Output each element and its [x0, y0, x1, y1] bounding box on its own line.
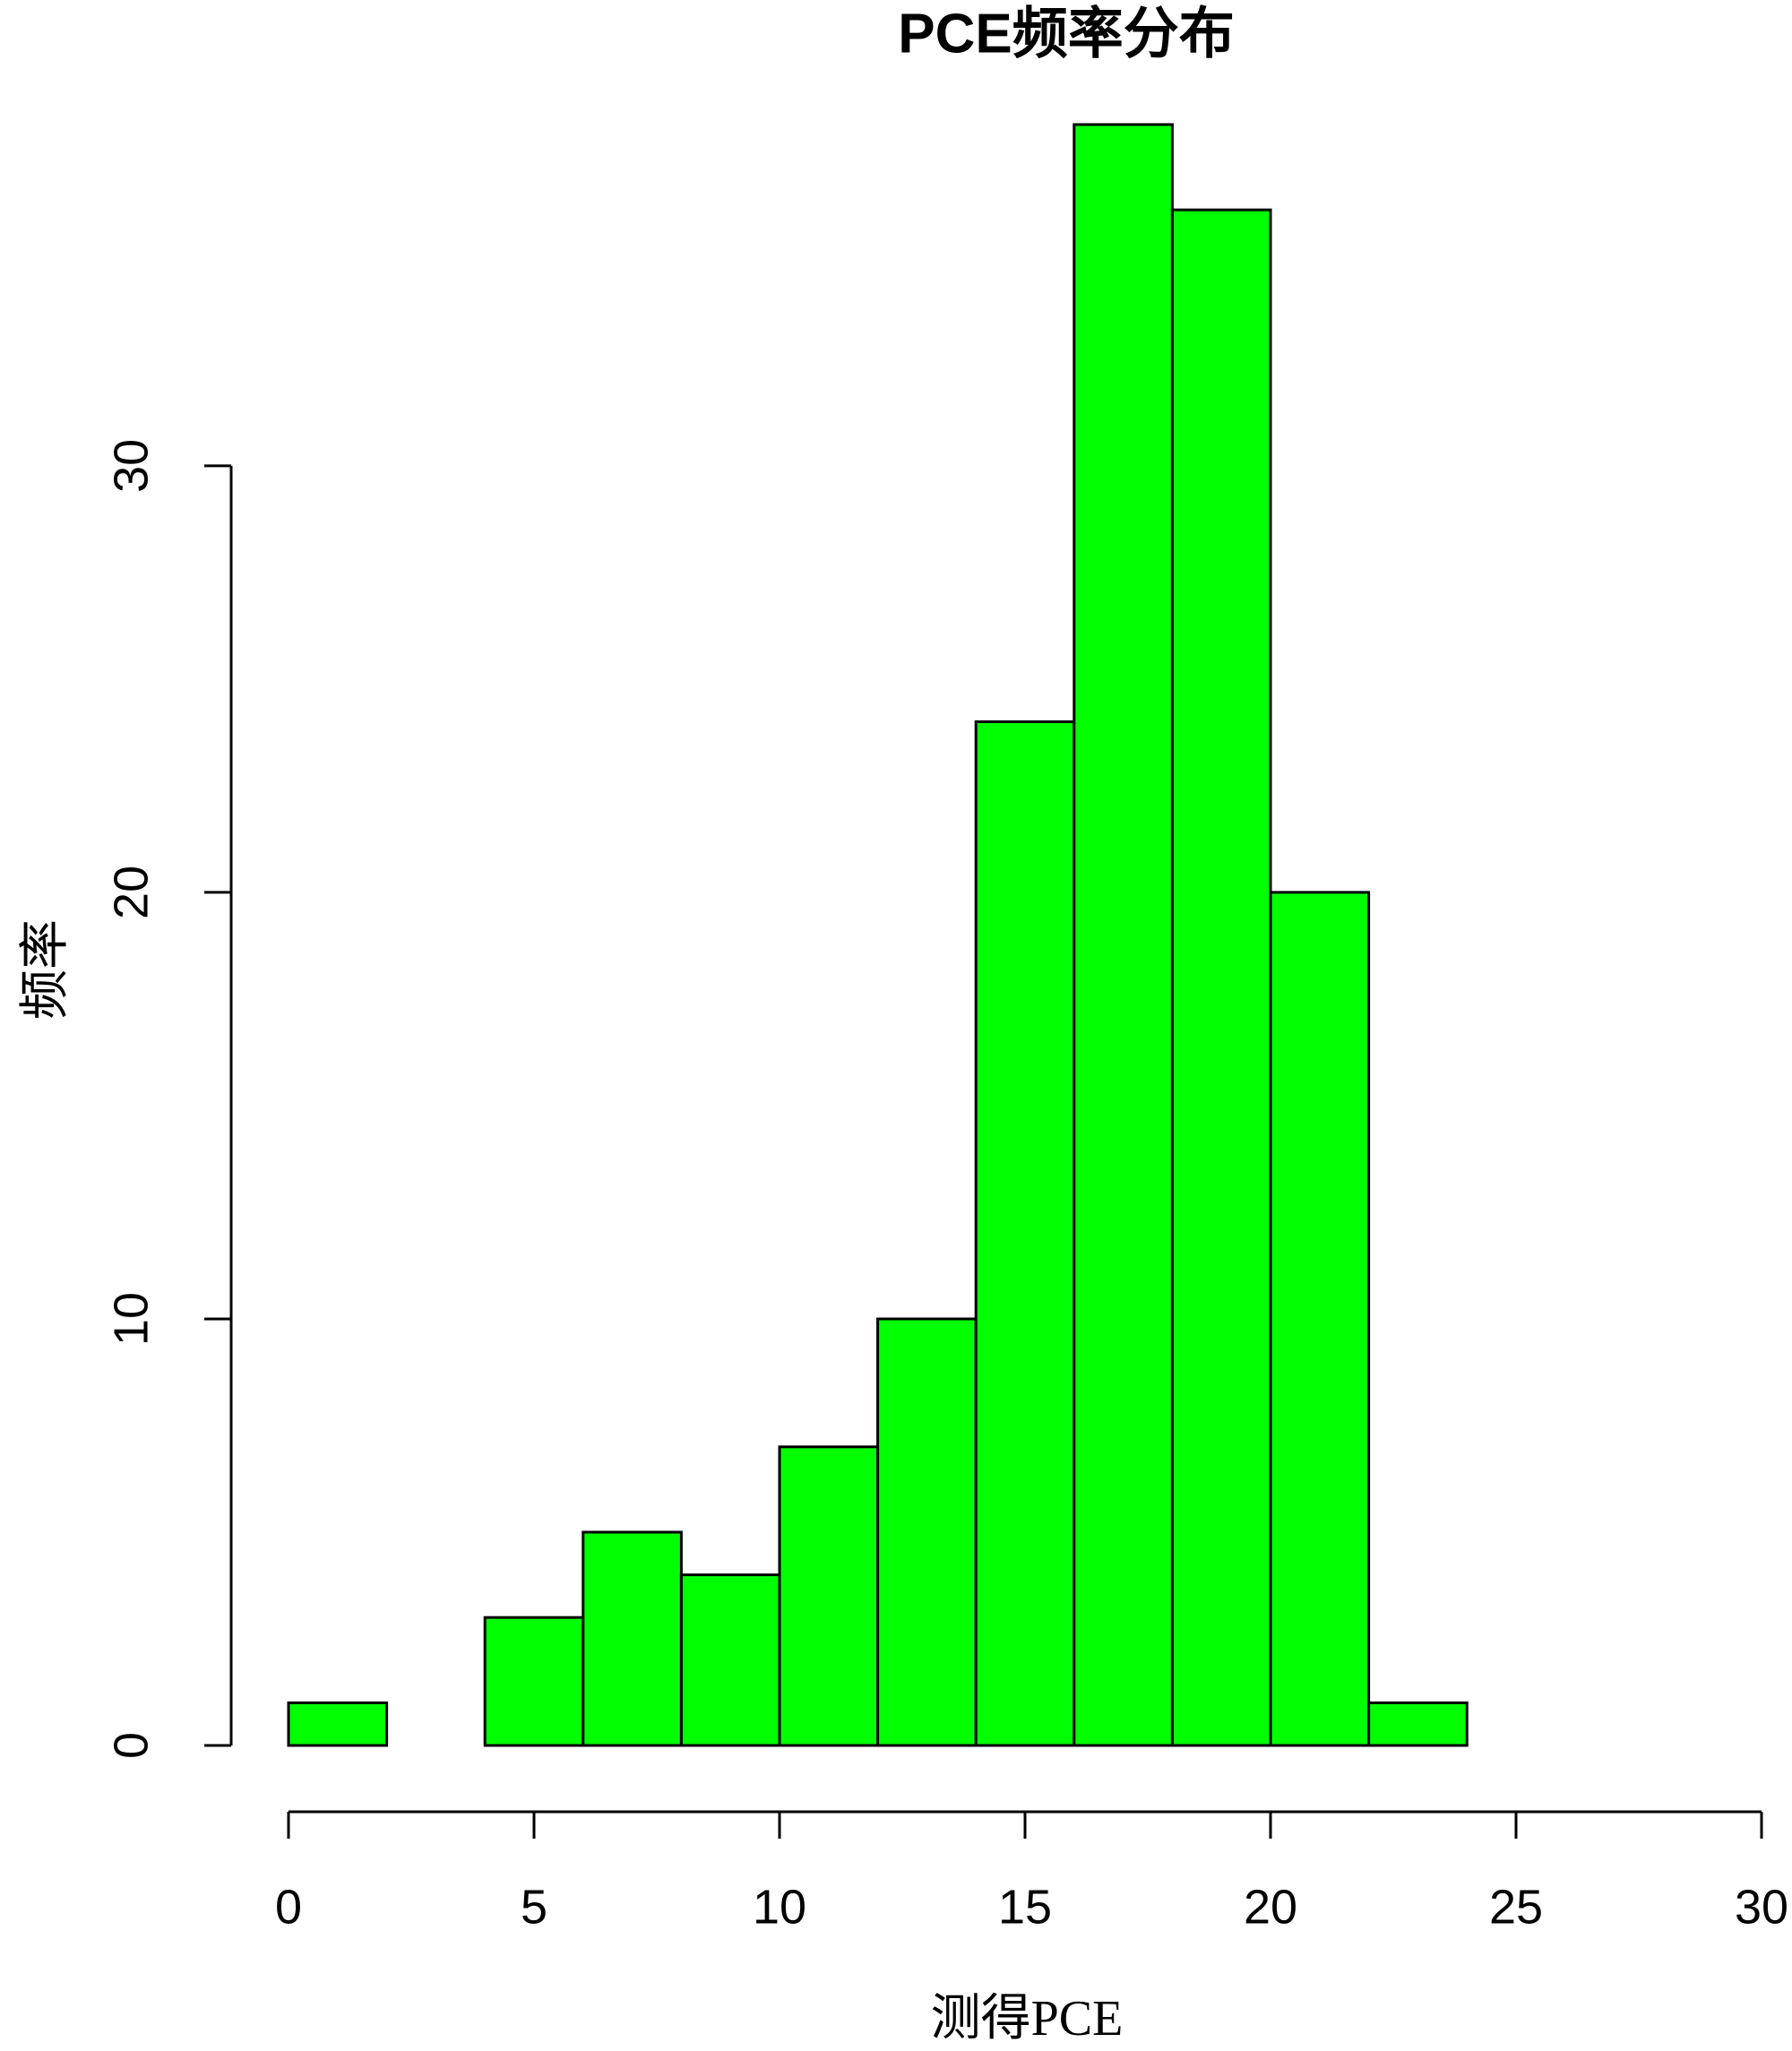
y-tick-label: 0 [104, 1732, 158, 1759]
x-tick-label: 0 [275, 1880, 302, 1934]
bar [1073, 123, 1174, 1747]
bar [778, 1445, 880, 1747]
x-tick-label: 25 [1489, 1880, 1543, 1934]
y-tick-label: 30 [104, 439, 158, 493]
x-tick-label: 10 [753, 1880, 806, 1934]
x-tick-label: 5 [521, 1880, 547, 1934]
chart-title: PCE频率分布 [898, 3, 1234, 65]
bar [1367, 1701, 1469, 1747]
bar [974, 720, 1076, 1747]
bar [582, 1530, 683, 1747]
y-tick-label: 20 [104, 866, 158, 919]
bar [1269, 891, 1371, 1747]
y-tick-label: 10 [104, 1292, 158, 1346]
bar [876, 1317, 978, 1747]
bar [1170, 208, 1272, 1747]
bar [679, 1573, 781, 1747]
x-tick-label: 20 [1244, 1880, 1297, 1934]
bar [287, 1701, 389, 1747]
y-axis-label: 频率 [18, 919, 73, 1020]
x-tick-label: 15 [998, 1880, 1052, 1934]
x-tick-label: 30 [1735, 1880, 1788, 1934]
bar [483, 1616, 585, 1747]
x-axis-label: 测得PCE [931, 1991, 1124, 2047]
